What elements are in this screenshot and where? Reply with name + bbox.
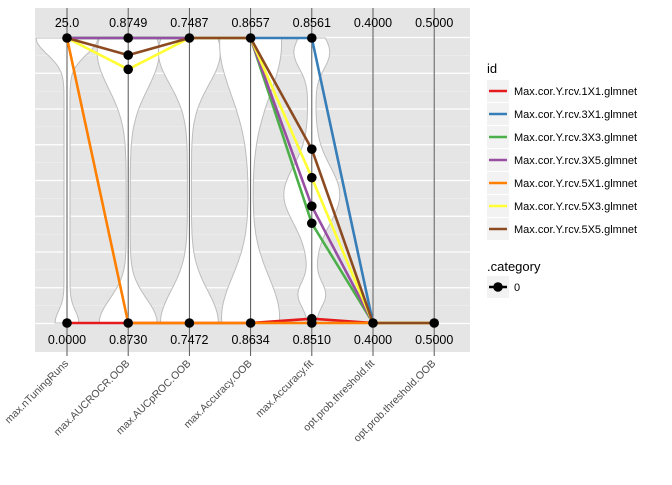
data-point bbox=[368, 318, 378, 328]
axis-bottom-value: 0.0000 bbox=[48, 333, 86, 347]
axis-top-value: 0.8657 bbox=[231, 16, 269, 30]
data-point bbox=[307, 33, 317, 43]
points-layer bbox=[62, 33, 440, 328]
legend-label: Max.cor.Y.rcv.3X1.glmnet bbox=[514, 109, 637, 121]
legend-label: Max.cor.Y.rcv.1X1.glmnet bbox=[514, 86, 637, 98]
axis-bottom-value: 0.8730 bbox=[109, 333, 147, 347]
axis-top-value: 25.0 bbox=[55, 16, 79, 30]
legend-label: Max.cor.Y.rcv.5X3.glmnet bbox=[514, 201, 637, 213]
data-point bbox=[245, 33, 256, 43]
legend-category-title: .category bbox=[487, 259, 541, 274]
data-point bbox=[245, 318, 256, 328]
data-point bbox=[307, 313, 317, 324]
legend-category-key-point bbox=[493, 282, 503, 292]
x-axis: max.nTuningRunsmax.AUCROCR.OOBmax.AUCpRO… bbox=[3, 352, 438, 445]
data-point bbox=[307, 218, 317, 229]
data-point bbox=[62, 318, 72, 328]
axis-bottom-value: 0.8510 bbox=[293, 333, 331, 347]
axis-top-value: 0.8749 bbox=[109, 16, 147, 30]
data-point bbox=[123, 33, 133, 43]
data-point bbox=[123, 64, 133, 75]
axis-bottom-value: 0.5000 bbox=[415, 333, 453, 347]
axis-top-value: 0.4000 bbox=[354, 16, 392, 30]
data-point bbox=[307, 144, 317, 154]
legend-label: Max.cor.Y.rcv.5X5.glmnet bbox=[514, 224, 637, 236]
axis-top-value: 0.7487 bbox=[170, 16, 208, 30]
data-point bbox=[184, 318, 195, 328]
axis-top-value: 0.8561 bbox=[293, 16, 331, 30]
x-tick-label: max.Accuracy.OOB bbox=[182, 358, 255, 431]
axis-bottom-labels: 0.0000 0.8730 0.7472 0.8634 0.8510 0.4000 0.50… bbox=[48, 333, 453, 347]
data-point bbox=[429, 318, 440, 328]
axis-top-value: 0.5000 bbox=[415, 16, 453, 30]
legend-title: id bbox=[487, 61, 497, 76]
legend-label: Max.cor.Y.rcv.5X1.glmnet bbox=[514, 178, 637, 190]
x-tick-label: max.Accuracy.fit bbox=[254, 358, 316, 420]
axis-top-labels: 25.0 0.8749 0.7487 0.8657 0.8561 0.4000 0.5000 bbox=[55, 16, 454, 30]
legend-label: Max.cor.Y.rcv.3X5.glmnet bbox=[514, 155, 637, 167]
data-point bbox=[123, 318, 133, 328]
legend-label: Max.cor.Y.rcv.3X3.glmnet bbox=[514, 132, 637, 144]
data-point bbox=[62, 33, 72, 43]
axis-bottom-value: 0.7472 bbox=[170, 333, 208, 347]
legend-category-label: 0 bbox=[514, 282, 520, 294]
axis-bottom-value: 0.8634 bbox=[231, 333, 269, 347]
data-point bbox=[123, 50, 133, 60]
data-point bbox=[184, 33, 195, 43]
legend: id Max.cor.Y.rcv.1X1.glmnet Max.cor.Y.rcv.… bbox=[487, 61, 637, 298]
data-point bbox=[307, 201, 317, 211]
axis-bottom-value: 0.4000 bbox=[354, 333, 392, 347]
x-tick-label: max.nTuningRuns bbox=[3, 358, 71, 426]
data-point bbox=[307, 172, 317, 183]
